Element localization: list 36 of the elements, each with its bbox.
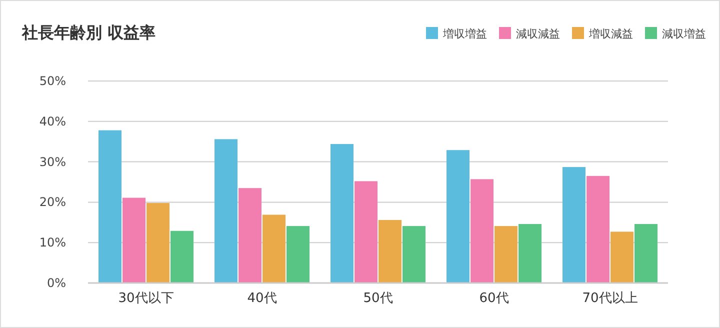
y-tick-label: 20%	[39, 195, 66, 210]
y-tick-label: 0%	[46, 276, 66, 290]
y-tick-label: 40%	[39, 114, 66, 128]
y-tick-label: 10%	[39, 236, 66, 250]
bar	[122, 198, 146, 283]
bar	[378, 220, 402, 283]
bar	[98, 130, 122, 283]
x-tick-label: 30代以下	[118, 291, 174, 306]
x-tick-label: 40代	[247, 291, 277, 306]
legend-label: 減収減益	[516, 28, 560, 40]
bar	[238, 188, 262, 283]
legend-label: 減収増益	[662, 28, 706, 40]
legend-label: 増収増益	[442, 28, 487, 40]
bar	[470, 179, 494, 283]
bar	[402, 226, 426, 283]
bar	[446, 150, 470, 283]
bar	[518, 224, 542, 283]
bar	[354, 181, 378, 283]
bar	[170, 230, 194, 283]
bar	[146, 203, 170, 283]
chart-title: 社長年齢別 収益率	[21, 23, 156, 42]
bar	[610, 232, 634, 283]
legend-label: 増収減益	[588, 28, 633, 40]
bar	[214, 139, 238, 283]
bar	[286, 226, 310, 283]
bar	[634, 224, 658, 283]
y-tick-label: 30%	[39, 154, 66, 169]
bar	[330, 144, 354, 283]
y-tick-label: 50%	[39, 74, 66, 88]
bar	[586, 176, 610, 283]
x-tick-label: 70代以上	[582, 291, 638, 306]
bar	[262, 214, 286, 283]
x-tick-label: 50代	[363, 291, 393, 306]
bar	[494, 226, 518, 283]
x-tick-label: 60代	[479, 291, 509, 306]
bar	[562, 167, 586, 283]
